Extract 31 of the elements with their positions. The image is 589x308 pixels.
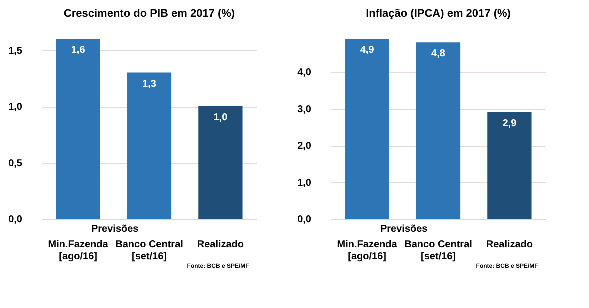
y-tick-label: 3,0 <box>298 104 312 116</box>
y-tick-label: 1,0 <box>298 178 312 189</box>
data-label: 4,9 <box>360 45 375 56</box>
bar <box>345 39 390 219</box>
bar <box>416 42 461 219</box>
chart-title: Crescimento do PIB em 2017 (%) <box>64 8 236 20</box>
data-label: 4,8 <box>432 48 446 60</box>
y-tick-label: 0,0 <box>298 214 312 226</box>
y-tick-label: 1,0 <box>8 102 23 113</box>
y-tick-label: 4,0 <box>298 68 312 79</box>
x-tick-label: Min.Fazenda [ago/16] <box>48 240 109 262</box>
chart-title: Inflação (IPCA) em 2017 (%) <box>366 8 512 20</box>
data-label: 1,3 <box>142 78 157 90</box>
x-tick-label: Min.Fazenda [ago/16] <box>337 240 398 262</box>
y-tick-label: 2,0 <box>298 141 312 152</box>
x-tick-label: Realizado <box>486 240 534 250</box>
y-tick-label: 1,5 <box>8 46 23 57</box>
data-label: 1,6 <box>71 45 86 56</box>
text: Previsões <box>380 224 428 235</box>
bar <box>127 72 172 219</box>
x-tick-label: Banco Central [set/16] <box>404 240 473 262</box>
bar <box>488 112 532 219</box>
text: Previsões <box>91 224 140 235</box>
data-label: 1,0 <box>214 112 228 124</box>
y-tick-label: 0,5 <box>8 158 23 170</box>
bar <box>56 39 100 219</box>
y-tick-label: 0,0 <box>8 214 23 226</box>
bar <box>198 106 243 219</box>
x-tick-label: Realizado <box>197 240 244 250</box>
data-label: 2,9 <box>502 118 518 130</box>
x-tick-label: Banco Central [set/16] <box>116 240 184 262</box>
